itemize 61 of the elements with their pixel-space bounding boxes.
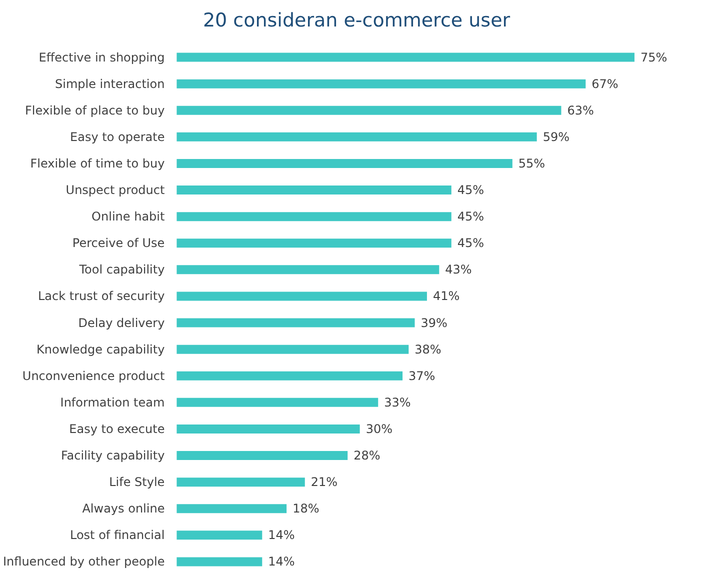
bar [176, 344, 409, 354]
bar [176, 424, 360, 434]
y-tick-label: Delay delivery [78, 316, 165, 330]
bar [176, 478, 305, 487]
data-label: 39% [420, 316, 448, 330]
data-label: 38% [414, 342, 442, 356]
y-tick-label: Knowledge capability [36, 342, 165, 356]
data-label: 30% [366, 422, 392, 436]
bar [176, 132, 537, 142]
data-label: 14% [268, 528, 295, 542]
y-tick-label: Online habit [92, 210, 165, 224]
bar [176, 451, 348, 460]
bar [176, 318, 415, 328]
data-label: 45% [457, 236, 484, 250]
y-tick-label: Easy to operate [70, 130, 165, 144]
y-tick-label: Information team [60, 395, 165, 410]
data-label: 28% [354, 448, 380, 463]
y-tick-label: Lost of financial [70, 528, 165, 542]
bar [176, 557, 262, 566]
bar [176, 52, 634, 62]
bar [176, 186, 452, 195]
data-label: 75% [640, 50, 668, 64]
bar [176, 265, 440, 274]
y-tick-label: Flexible of time to buy [30, 156, 165, 170]
data-label: 18% [292, 502, 320, 516]
bar [176, 212, 452, 222]
y-tick-label: Unconvenience product [22, 368, 165, 383]
y-tick-label: Facility capability [60, 448, 165, 463]
bar [176, 398, 378, 407]
data-label: 33% [384, 395, 411, 410]
data-label: 43% [445, 262, 472, 277]
y-tick-label: Tool capability [78, 262, 165, 277]
data-label: 63% [567, 103, 594, 118]
bar [176, 158, 512, 168]
data-label: 37% [408, 368, 436, 383]
data-label: 55% [518, 156, 546, 170]
y-tick-label: Perceive of Use [72, 236, 165, 250]
y-tick-label: Life Style [109, 475, 165, 490]
data-label: 45% [457, 210, 484, 224]
y-tick-label: Flexible of place to buy [25, 103, 165, 118]
y-tick-label: Easy to execute [69, 422, 165, 436]
data-label: 67% [592, 76, 618, 91]
bar [176, 371, 403, 380]
bar [176, 106, 562, 115]
y-tick-label: Always online [82, 502, 165, 516]
data-label: 41% [432, 289, 460, 304]
y-tick-label: Lack trust of security [38, 289, 165, 304]
y-tick-label: Simple interaction [55, 76, 165, 91]
bar [176, 530, 262, 540]
y-tick-label: Influenced by other people [3, 554, 165, 569]
bar [176, 79, 586, 88]
data-label: 14% [268, 554, 295, 569]
bar [176, 504, 287, 514]
chart-title: 20 consideran e-commerce user [202, 10, 510, 32]
y-tick-label: Unspect product [66, 183, 165, 198]
data-label: 45% [457, 183, 484, 198]
y-tick-label: Effective in shopping [38, 50, 165, 64]
bar [176, 238, 452, 248]
data-label: 21% [310, 475, 338, 490]
bar [176, 292, 427, 301]
data-label: 59% [542, 130, 570, 144]
